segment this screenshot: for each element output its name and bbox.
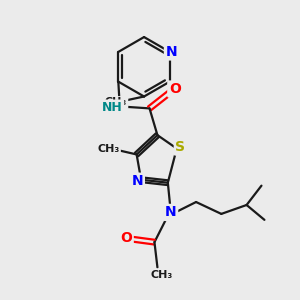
Text: N: N bbox=[132, 174, 143, 188]
Text: CH₃: CH₃ bbox=[105, 98, 127, 107]
Text: S: S bbox=[175, 140, 185, 154]
Text: CH₃: CH₃ bbox=[97, 143, 119, 154]
Text: O: O bbox=[120, 231, 132, 245]
Text: CH₃: CH₃ bbox=[151, 270, 173, 280]
Text: O: O bbox=[169, 82, 181, 96]
Text: N: N bbox=[166, 45, 177, 59]
Text: NH: NH bbox=[102, 101, 123, 114]
Text: N: N bbox=[165, 206, 177, 219]
